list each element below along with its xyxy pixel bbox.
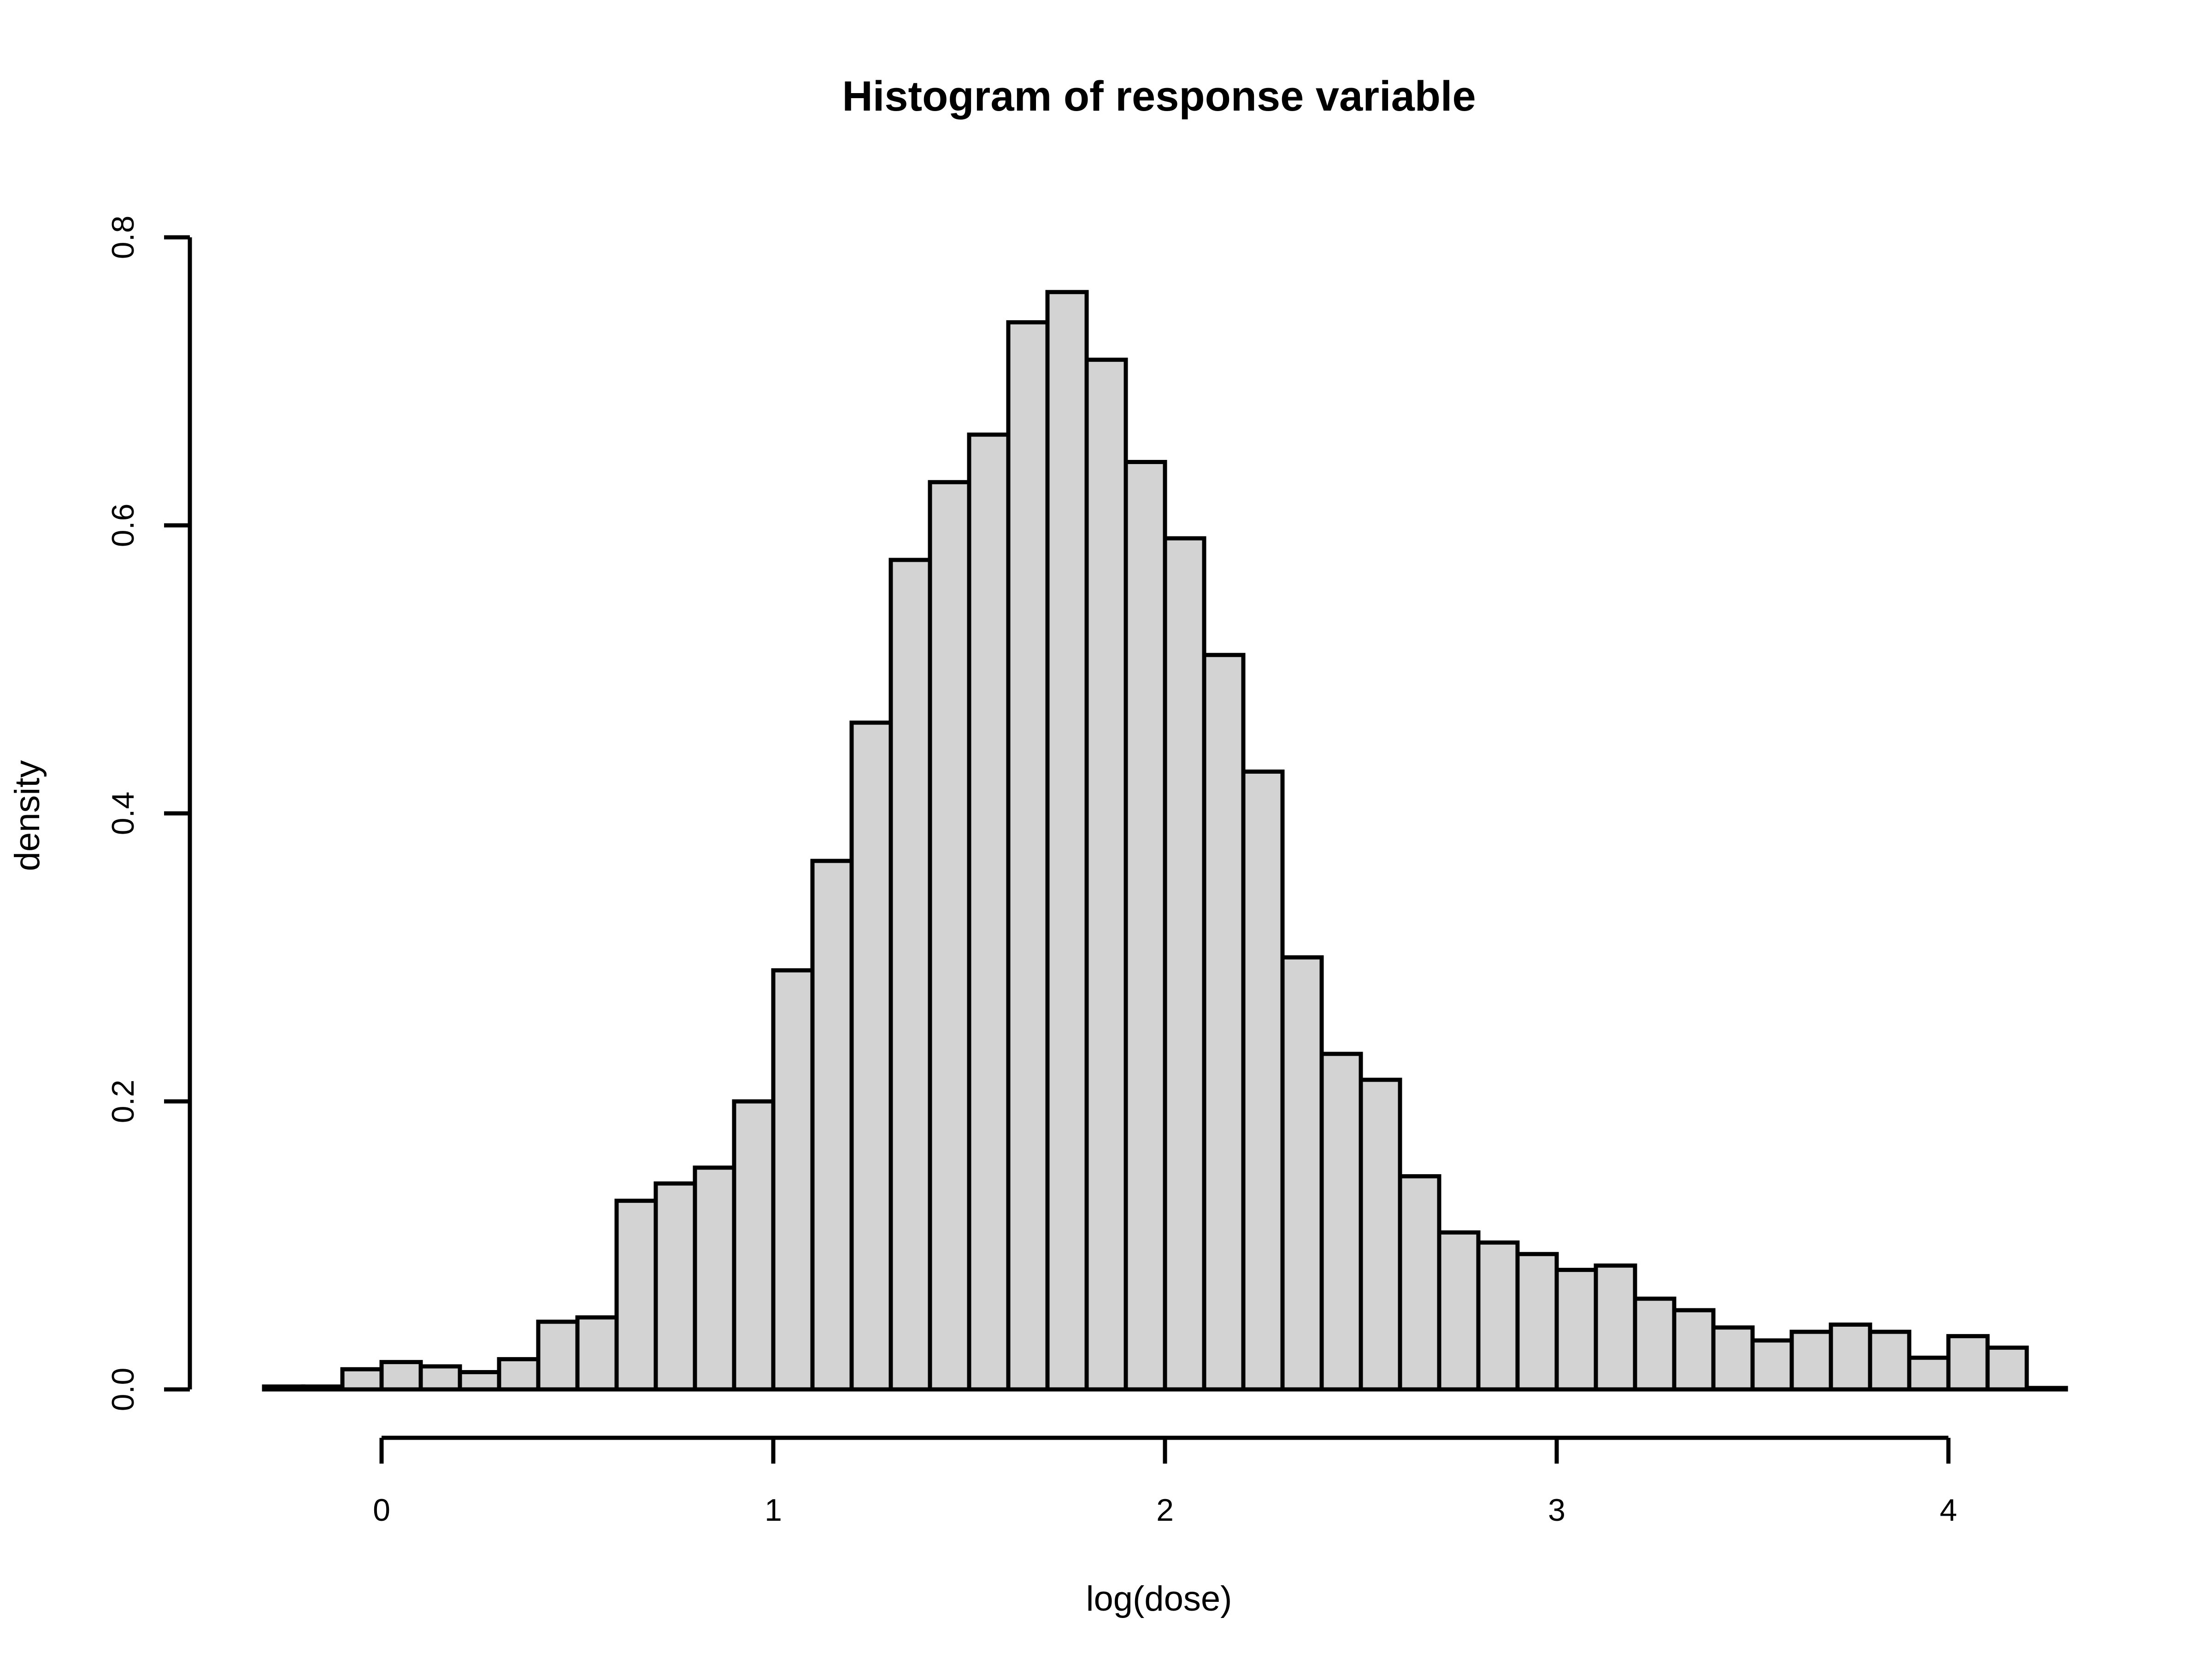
y-axis-label: density (8, 760, 47, 871)
histogram-bar (1006, 320, 1050, 1392)
histogram-bar (497, 1357, 541, 1392)
x-tick-label: 3 (1548, 1493, 1565, 1528)
histogram-bar (458, 1370, 501, 1392)
histogram-bar (888, 558, 932, 1392)
histogram-bar (732, 1099, 776, 1392)
histogram-bar (301, 1384, 345, 1392)
histogram-bar (810, 859, 854, 1392)
histogram-bar (1241, 769, 1285, 1392)
histogram-bar (849, 720, 893, 1392)
histogram-bar (1946, 1334, 1990, 1392)
x-tick-label: 2 (1156, 1493, 1174, 1528)
histogram-bar (1868, 1330, 1912, 1392)
y-tick-label: 0.0 (106, 1368, 141, 1412)
histogram-bar (379, 1360, 423, 1392)
x-tick-label: 4 (1940, 1493, 1957, 1528)
histogram-bar (967, 432, 1011, 1392)
histogram-bar (2024, 1386, 2068, 1392)
x-axis-label: log(dose) (1086, 1579, 1232, 1618)
histogram-bar (928, 480, 971, 1392)
histogram-bar (614, 1199, 658, 1392)
y-tick-label: 0.8 (106, 216, 141, 259)
bars-group (262, 290, 2068, 1392)
histogram-bar (1398, 1174, 1441, 1392)
histogram-bar (1515, 1252, 1559, 1392)
histogram-bar (693, 1165, 736, 1392)
histogram-bar (262, 1384, 306, 1392)
y-tick-label: 0.2 (106, 1080, 141, 1124)
histogram-bar (1319, 1052, 1363, 1392)
histogram-bar (1280, 955, 1324, 1392)
histogram-bar (1829, 1322, 1872, 1392)
histogram-bar (1594, 1263, 1637, 1392)
histogram-bar (1633, 1296, 1677, 1392)
histogram-bar (1672, 1308, 1716, 1392)
histogram-bar (771, 968, 815, 1392)
histogram-bar (536, 1319, 580, 1392)
y-tick-label: 0.4 (106, 792, 141, 835)
x-tick-label: 1 (765, 1493, 782, 1528)
histogram-bar (653, 1181, 697, 1392)
histogram-bar (1437, 1230, 1481, 1392)
histogram-bar (1750, 1338, 1794, 1392)
histogram-bar (575, 1315, 619, 1392)
y-tick-label: 0.6 (106, 504, 141, 547)
x-axis: 0 1 2 3 4 (373, 1435, 1957, 1528)
histogram-bar (1084, 358, 1128, 1392)
histogram-bar (1985, 1345, 2029, 1392)
histogram-bar (418, 1364, 462, 1392)
histogram-bar (1476, 1240, 1520, 1392)
histogram-bar (1045, 290, 1089, 1392)
histogram-bar (340, 1367, 384, 1392)
x-tick-label: 0 (373, 1493, 390, 1528)
y-axis: 0.0 0.2 0.4 0.6 0.8 (106, 216, 192, 1412)
histogram-bar (1789, 1330, 1833, 1392)
histogram-bar (1202, 653, 1246, 1392)
histogram-bar (1163, 536, 1206, 1392)
histogram-bar (1554, 1268, 1598, 1392)
histogram-bar (1124, 460, 1167, 1392)
histogram-bar (1711, 1325, 1755, 1392)
chart-title: Histogram of response variable (842, 73, 1476, 120)
histogram-bar (1907, 1355, 1951, 1392)
histogram-bar (1359, 1077, 1402, 1392)
